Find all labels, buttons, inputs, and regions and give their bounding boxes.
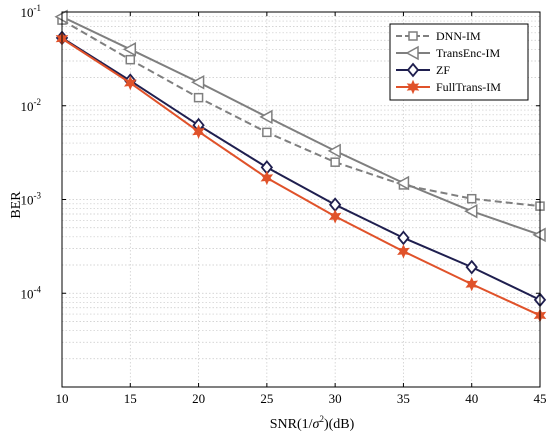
data-point-fulltrans-im — [124, 75, 137, 91]
series-line-fulltrans-im — [61, 37, 541, 317]
x-tick-label: 45 — [534, 391, 547, 406]
legend: DNN-IM TransEnc-IM ZF FullTrans-IM — [389, 23, 529, 101]
legend-label: TransEnc-IM — [436, 46, 501, 60]
x-axis-title: SNR(1/σ2)(dB) — [270, 414, 355, 432]
x-tick-label: 20 — [192, 391, 205, 406]
data-point-fulltrans-im — [328, 209, 342, 224]
legend-label: DNN-IM — [436, 29, 481, 43]
data-point-dnn-im — [330, 157, 340, 167]
data-point-dnn-im — [466, 193, 477, 204]
x-axis-title-sup: 2 — [319, 414, 324, 424]
series-line-zf — [61, 37, 541, 301]
legend-marker — [406, 62, 420, 78]
legend-marker — [406, 79, 420, 95]
y-tick-label: 10-2 — [21, 97, 42, 114]
legend-label: ZF — [436, 63, 450, 77]
data-point-transenc-im — [122, 42, 137, 57]
data-point-dnn-im — [125, 54, 136, 65]
x-tick-label: 25 — [260, 391, 273, 406]
data-point-fulltrans-im — [192, 124, 205, 139]
data-point-fulltrans-im — [260, 170, 274, 186]
y-tick-label: 10-3 — [21, 191, 42, 208]
data-point-zf — [465, 259, 478, 275]
series-line-transenc-im — [61, 15, 541, 236]
legend-entry-dnn-im: DNN-IM — [396, 29, 481, 43]
legend-entry-fulltrans-im: FullTrans-IM — [396, 79, 501, 95]
ticks: 10 15 20 25 30 35 40 45 10-1 10-2 10-3 10-4 — [21, 3, 547, 406]
y-tick-label: 10-1 — [21, 3, 42, 20]
data-point-transenc-im — [395, 175, 410, 191]
y-tick-label: 10-4 — [21, 284, 42, 301]
legend-label: FullTrans-IM — [436, 80, 501, 94]
data-point-dnn-im — [193, 92, 204, 103]
data-point-zf — [397, 230, 410, 246]
data-point-transenc-im — [327, 143, 341, 159]
data-point-transenc-im — [191, 75, 205, 90]
data-point-fulltrans-im — [397, 244, 410, 259]
y-axis-title: BER — [9, 191, 24, 219]
x-axis-title-sigma: σ — [313, 417, 321, 432]
data-point-dnn-im — [262, 127, 272, 138]
x-axis-title-pre: SNR(1/ — [270, 417, 313, 432]
data-point-transenc-im — [464, 203, 478, 219]
x-tick-label: 40 — [465, 391, 478, 406]
legend-entry-transenc-im: TransEnc-IM — [396, 45, 501, 61]
series-line-dnn-im — [61, 19, 541, 208]
x-tick-label: 35 — [397, 391, 410, 406]
data-point-fulltrans-im — [465, 276, 478, 292]
x-tick-label: 15 — [124, 391, 137, 406]
x-tick-label: 10 — [56, 391, 69, 406]
x-axis-title-post: )(dB) — [324, 417, 355, 432]
legend-marker — [405, 45, 419, 61]
data-point-transenc-im — [259, 109, 273, 125]
x-tick-label: 30 — [329, 391, 342, 406]
series-layer — [54, 9, 547, 323]
legend-entry-zf: ZF — [396, 62, 450, 78]
legend-marker — [408, 31, 418, 41]
